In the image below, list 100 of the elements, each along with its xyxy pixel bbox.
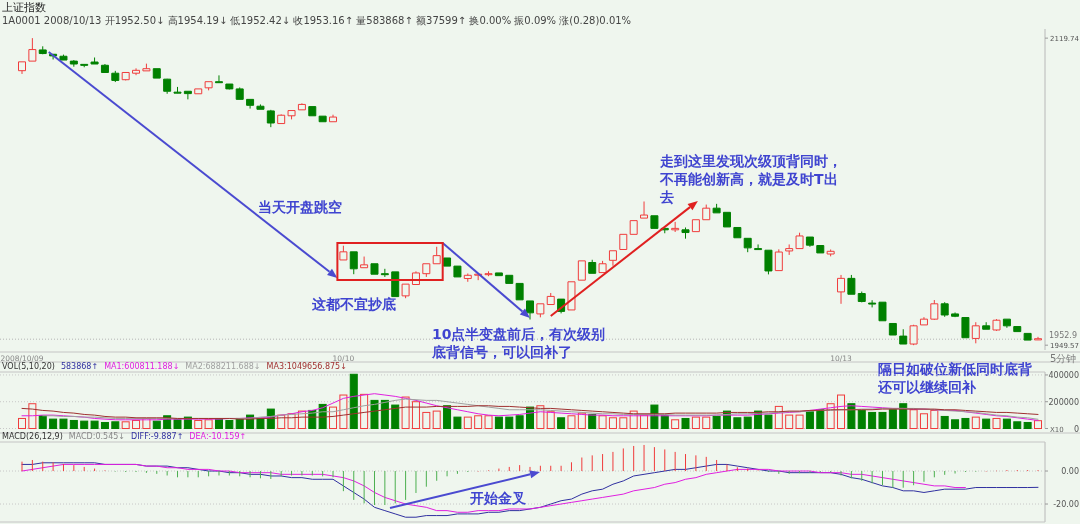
bar: [38, 415, 47, 429]
candlestick: [59, 54, 68, 61]
bar: [18, 417, 26, 429]
bar: [1002, 418, 1011, 429]
chart-title: 上证指数: [2, 1, 46, 14]
candlestick: [173, 86, 182, 94]
candlestick: [702, 204, 711, 221]
candlestick: [235, 86, 244, 100]
candlestick: [1023, 332, 1032, 341]
annotation: 隔日如破位新低同时底背还可以继续回补: [877, 361, 1033, 395]
bar: [712, 415, 721, 429]
candlestick: [38, 45, 47, 55]
candlestick: [183, 90, 192, 100]
candlestick: [650, 215, 659, 229]
candlestick: [318, 115, 327, 123]
text: 583868↑: [60, 362, 99, 371]
bar: [992, 417, 1001, 429]
candlestick: [805, 236, 814, 248]
candlestick: [764, 249, 773, 275]
candlestick: [951, 311, 960, 318]
candlestick: [225, 83, 234, 90]
bar: [453, 416, 462, 429]
candlestick: [142, 63, 151, 72]
candlestick: [681, 226, 690, 240]
candlestick: [691, 219, 700, 233]
bar: [349, 373, 358, 429]
candlestick: [246, 98, 255, 110]
bar: [764, 414, 773, 429]
bar: [743, 416, 752, 429]
candlestick: [349, 251, 358, 275]
y-tick-label: 0.00: [1061, 467, 1079, 477]
candlestick: [515, 282, 524, 301]
candlestick: [69, 59, 78, 68]
candlestick: [100, 63, 109, 73]
candlestick: [619, 233, 628, 250]
bar: [515, 415, 524, 429]
candlestick: [391, 271, 400, 298]
candlestick: [443, 257, 452, 267]
candlestick: [640, 201, 649, 219]
bar: [49, 418, 58, 429]
ref-line-label: 1952.9: [1049, 330, 1077, 340]
text: DEA:-10.159↑: [189, 432, 247, 441]
bar: [857, 409, 866, 429]
candlestick: [463, 272, 472, 283]
candlestick: [339, 245, 348, 261]
candlestick: [816, 245, 825, 254]
bar: [1013, 421, 1022, 429]
candlestick: [401, 283, 410, 299]
candlestick: [774, 248, 783, 272]
chart-title: VOL(5,10,20): [2, 362, 55, 371]
bar: [868, 411, 877, 429]
candlestick: [18, 61, 26, 75]
bar: [940, 415, 949, 429]
candlestick: [785, 243, 794, 256]
candlestick: [961, 317, 970, 339]
candlestick: [80, 63, 89, 68]
bar: [111, 421, 120, 429]
candlestick: [868, 299, 877, 308]
line-series: [21, 405, 1039, 420]
candlestick: [930, 299, 939, 321]
bar: [733, 417, 742, 429]
text: DIFF:-9.887↑: [131, 432, 184, 441]
candlestick: [256, 103, 265, 110]
bar: [888, 409, 897, 429]
bar: [702, 416, 711, 429]
bar: [370, 399, 379, 429]
text: 5分钟: [1050, 353, 1077, 364]
candlestick: [163, 78, 172, 95]
candlestick: [982, 321, 991, 330]
y-tick-label: 400000: [1048, 370, 1079, 380]
candlestick: [453, 265, 462, 278]
bar: [899, 403, 908, 429]
bar: [608, 417, 617, 429]
bar: [380, 399, 389, 429]
annotation: 走到这里发现次级顶背同时，不再能创新高，就是及时T出去: [659, 153, 842, 205]
bar: [795, 414, 804, 429]
bar: [671, 419, 680, 429]
candlestick: [899, 328, 908, 345]
bar: [930, 409, 939, 429]
candlestick: [370, 263, 379, 275]
bar: [194, 419, 203, 429]
bar: [878, 411, 887, 429]
bar: [847, 403, 856, 429]
candlestick: [111, 70, 120, 83]
bar: [80, 420, 89, 429]
bar: [919, 413, 928, 429]
candlestick: [132, 67, 141, 76]
candlestick: [837, 274, 846, 305]
candlestick: [1013, 326, 1022, 333]
candlestick: [1002, 318, 1011, 329]
bar: [951, 419, 960, 429]
bar: [132, 419, 141, 429]
bar: [619, 417, 628, 429]
candlestick: [992, 318, 1001, 332]
candlestick: [857, 291, 866, 303]
bar: [567, 415, 576, 429]
candlestick: [152, 68, 161, 79]
candlestick: [971, 321, 980, 344]
annotation: 当天开盘跳空: [258, 199, 342, 215]
bar: [100, 421, 109, 429]
